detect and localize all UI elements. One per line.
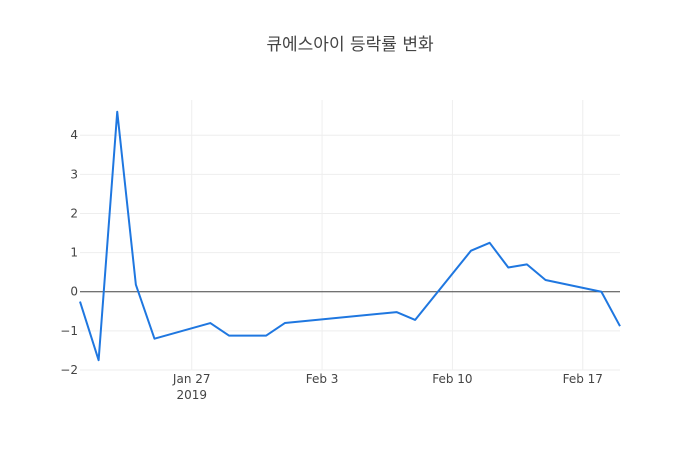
series bbox=[79, 110, 621, 362]
x-tick-label: Feb 17 bbox=[563, 372, 603, 386]
x-tick-label: Feb 10 bbox=[432, 372, 472, 386]
y-tick-label: 3 bbox=[70, 167, 78, 181]
y-tick-label: 0 bbox=[70, 285, 78, 299]
series-line bbox=[79, 110, 621, 362]
y-tick-label: 4 bbox=[70, 128, 78, 142]
grid bbox=[80, 100, 620, 371]
y-tick-label: 1 bbox=[70, 246, 78, 260]
axes: −2 −1 0 1 2 3 4 Jan 27 2019 Feb 3 Feb 10 Feb 17 bbox=[60, 128, 620, 402]
y-tick-label: −2 bbox=[60, 363, 78, 377]
x-tick-label: Jan 27 bbox=[172, 372, 211, 386]
y-tick-label: −1 bbox=[60, 324, 78, 338]
chart-title: 큐에스아이 등락률 변화 bbox=[266, 35, 434, 55]
y-tick-label: 2 bbox=[70, 206, 78, 220]
x-tick-label: Feb 3 bbox=[306, 372, 339, 386]
x-tick-sublabel: 2019 bbox=[176, 388, 207, 402]
